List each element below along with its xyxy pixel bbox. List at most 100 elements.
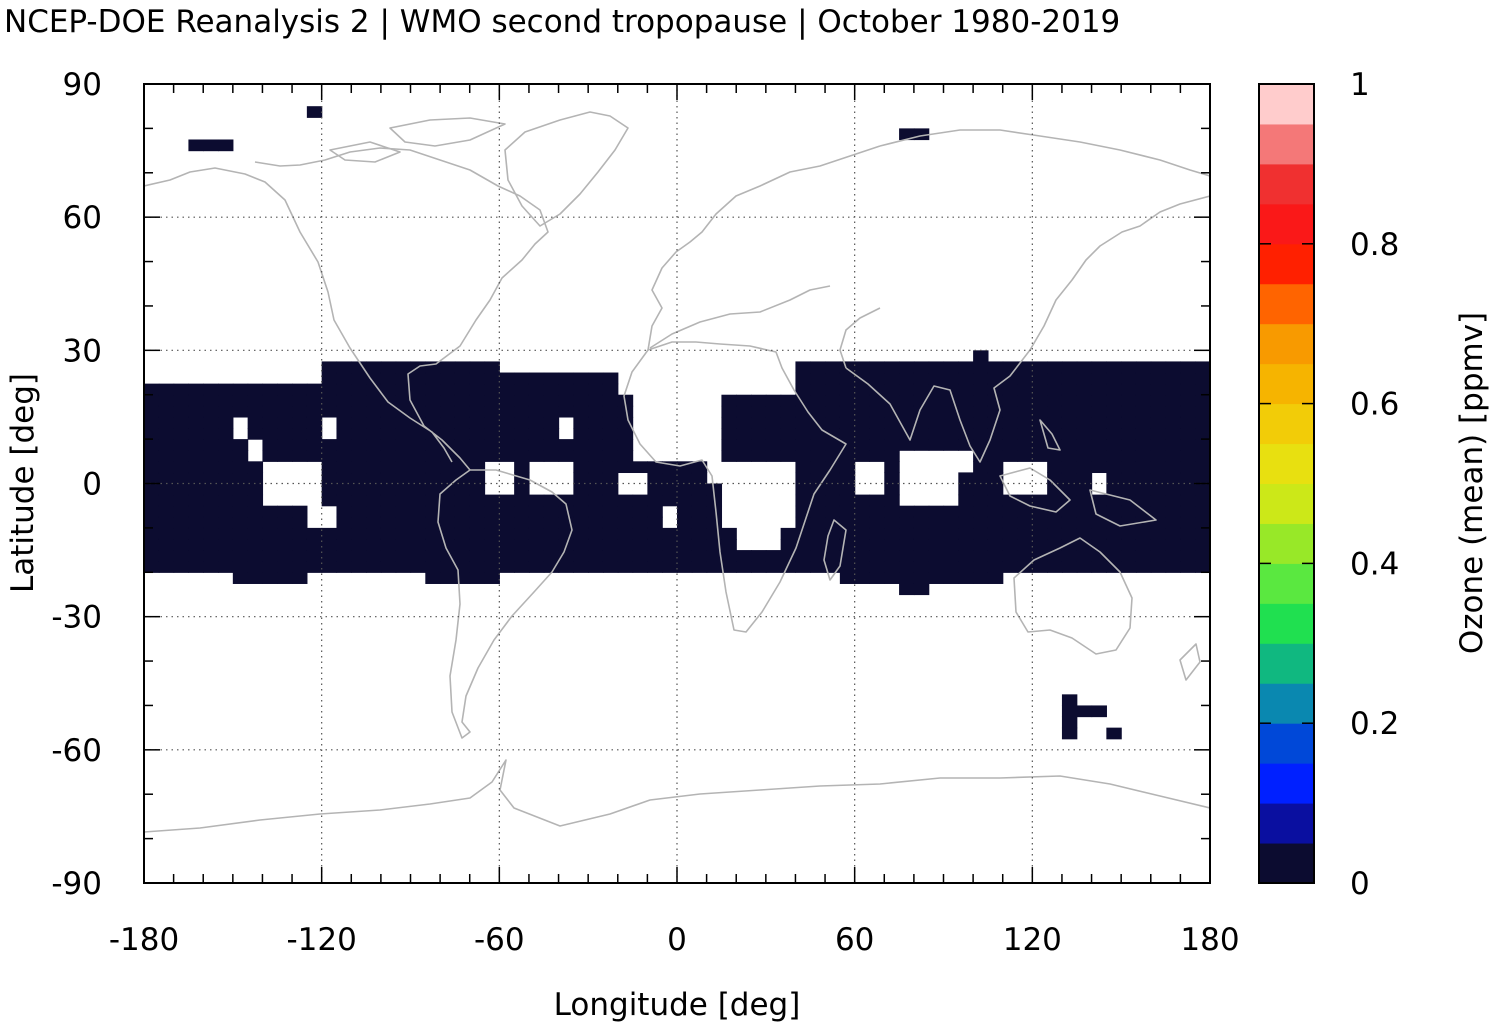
heat-cell <box>440 550 456 562</box>
heat-cell <box>795 494 811 507</box>
heat-cell <box>1195 561 1210 573</box>
heat-cell <box>617 450 634 462</box>
heat-cell <box>1135 361 1152 374</box>
heat-cell <box>987 527 1004 540</box>
heat-cell <box>528 383 545 396</box>
heat-cell <box>454 439 471 451</box>
heat-cell <box>1135 405 1152 418</box>
heat-cell <box>158 450 175 462</box>
heat-cell <box>218 527 234 540</box>
heat-cell <box>795 416 811 429</box>
heat-cell <box>1121 505 1137 518</box>
heat-cell <box>262 561 278 573</box>
heat-cell <box>395 483 412 496</box>
heat-cell <box>262 550 278 562</box>
heat-cell <box>306 550 323 562</box>
heat-cell <box>662 550 678 562</box>
heat-cell <box>1002 383 1019 396</box>
heat-cell <box>854 561 871 573</box>
heat-cell <box>158 527 175 540</box>
heat-cell <box>499 416 515 429</box>
heat-cell <box>158 483 175 496</box>
heat-cell <box>588 516 604 529</box>
heat-cell <box>588 383 604 396</box>
heat-cell <box>869 439 885 451</box>
heat-cell <box>1076 372 1093 385</box>
heat-cell <box>469 561 486 573</box>
heat-cell <box>425 461 441 474</box>
heat-cell <box>395 361 412 374</box>
heat-cell <box>528 505 545 518</box>
heat-cell <box>1195 538 1210 551</box>
heat-cell <box>839 394 856 407</box>
heat-cell <box>1076 483 1093 496</box>
heat-cell <box>410 527 426 540</box>
heat-cell <box>469 472 486 485</box>
heat-cell <box>825 561 841 573</box>
heat-cell <box>677 483 693 496</box>
heat-cell <box>1180 405 1196 418</box>
heat-cell <box>1121 450 1137 462</box>
heat-cell <box>765 450 782 462</box>
heat-cell <box>987 505 1004 518</box>
heat-cell <box>173 550 190 562</box>
heat-cell <box>1091 705 1107 718</box>
heat-cell <box>1121 383 1137 396</box>
heat-cell <box>602 450 619 462</box>
heat-cell <box>973 550 989 562</box>
heat-cell <box>662 527 678 540</box>
heat-cell <box>1150 361 1167 374</box>
heat-cell <box>1121 394 1137 407</box>
colorbar-segment <box>1259 483 1314 524</box>
heat-cell <box>1165 561 1181 573</box>
heat-cell <box>973 450 989 462</box>
heat-cell <box>499 494 515 507</box>
heat-cell <box>751 416 767 429</box>
colorbar-tick-label: 0.6 <box>1350 387 1399 423</box>
heat-cell <box>336 428 352 440</box>
heat-cell <box>810 561 826 573</box>
heat-cell <box>188 428 204 440</box>
heat-cell <box>1150 383 1167 396</box>
heat-cell <box>973 483 989 496</box>
heat-cell <box>410 450 426 462</box>
heat-cell <box>306 106 323 118</box>
heat-cell <box>869 361 885 374</box>
x-tick-label: 60 <box>835 922 874 958</box>
heat-cell <box>1165 461 1181 474</box>
heat-cell <box>1032 494 1048 507</box>
heat-cell <box>366 516 382 529</box>
heat-cell <box>218 483 234 496</box>
colorbar-segment <box>1259 643 1314 684</box>
heat-cell <box>336 472 352 485</box>
heat-cell <box>810 394 826 407</box>
heat-cell <box>188 483 204 496</box>
heat-cell <box>1002 372 1019 385</box>
heat-cell <box>899 572 915 584</box>
heat-cell <box>810 439 826 451</box>
x-tick-label: 120 <box>1003 922 1062 958</box>
heat-cell <box>691 550 708 562</box>
heat-cell <box>736 394 752 407</box>
heat-cell <box>292 527 308 540</box>
heat-cell <box>987 361 1004 374</box>
heat-cell <box>218 494 234 507</box>
heat-cell <box>1017 383 1033 396</box>
heat-cell <box>543 416 560 429</box>
heat-cell <box>1061 705 1078 718</box>
heat-cell <box>469 572 486 584</box>
heat-cell <box>1017 505 1033 518</box>
heat-cell <box>1150 372 1167 385</box>
heat-cell <box>380 505 397 518</box>
heat-cell <box>218 394 234 407</box>
heat-cell <box>588 439 604 451</box>
heat-cell <box>1195 483 1210 496</box>
heat-cell <box>721 450 737 462</box>
heat-cell <box>617 439 634 451</box>
heat-cell <box>928 372 945 385</box>
heat-cell <box>810 383 826 396</box>
heat-cell <box>1165 361 1181 374</box>
y-tick-label: 0 <box>82 467 102 503</box>
heat-cell <box>1091 416 1107 429</box>
heat-cell <box>1047 416 1063 429</box>
